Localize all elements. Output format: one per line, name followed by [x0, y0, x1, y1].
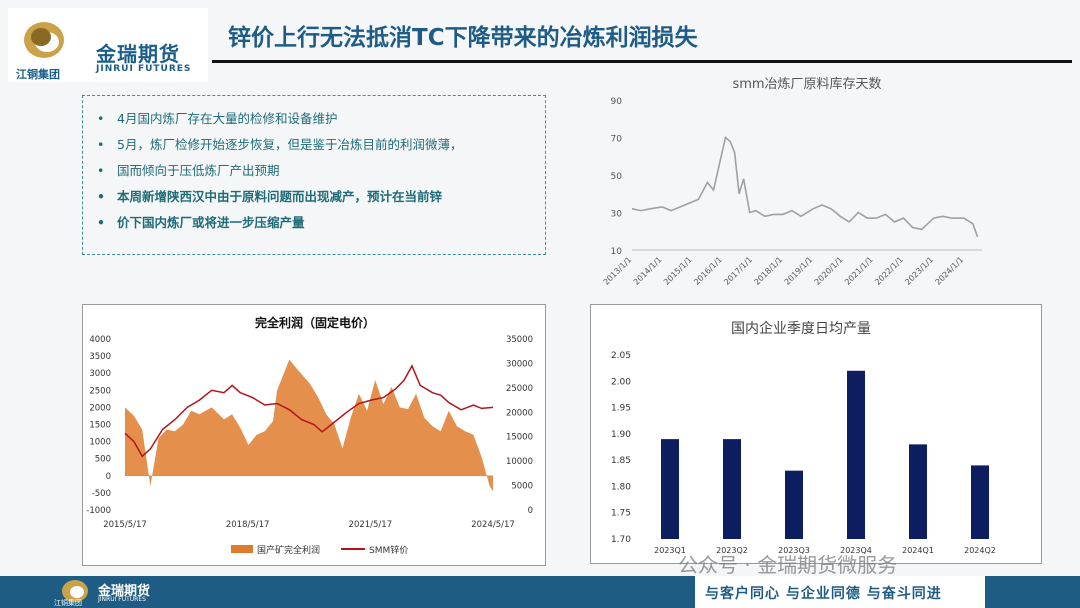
y-right-tick-label: 35000 — [506, 335, 533, 345]
y-tick-label: 2.05 — [611, 351, 631, 361]
bar — [909, 444, 927, 539]
logo-text-cn: 金瑞期货 — [96, 42, 180, 66]
footer-logo-en: JINRUI FUTURES — [98, 596, 146, 603]
y-tick-label: 70 — [611, 135, 623, 145]
x-tick-label: 2021/5/17 — [349, 520, 393, 530]
company-logo: 金瑞期货 JINRUI FUTURES 江铜集团 — [8, 8, 208, 82]
inventory-days-line — [631, 136, 979, 238]
x-tick-label: 2023Q3 — [778, 546, 810, 555]
jinrui-emblem-icon — [24, 22, 64, 58]
footer-slogan-text: 与客户同心 与企业同德 与奋斗同进 — [705, 586, 942, 602]
x-tick-label: 2015/1/1 — [662, 255, 694, 287]
logo-group-text: 江铜集团 — [16, 68, 60, 81]
x-tick-label: 2018/5/17 — [226, 520, 270, 530]
y-tick-label: 1.90 — [611, 430, 631, 440]
x-tick-label: 2013/1/1 — [602, 255, 634, 287]
x-tick-label: 2024Q1 — [902, 546, 934, 555]
y-left-tick-label: 0 — [106, 472, 111, 482]
chart-title: smm冶炼厂原料库存天数 — [732, 76, 881, 92]
y-left-tick-label: 4000 — [89, 335, 111, 345]
bullet-item-continuation: 价下国内炼厂或将进一步压缩产量 — [97, 210, 535, 236]
bullet-box: 4月国内炼厂存在大量的检修和设备维护 5月，炼厂检修开始逐步恢复，但是鉴于冶炼目… — [82, 95, 546, 255]
profit-chart-panel: 完全利润（固定电价） 4000 3500 3000 2500 2000 1500 1000 50… — [82, 304, 546, 566]
x-tick-label: 2023/1/1 — [903, 255, 935, 287]
legend-label-price: SMM锌价 — [369, 544, 408, 556]
jinrui-emblem-icon — [62, 580, 88, 602]
y-right-tick-label: 30000 — [506, 359, 533, 369]
x-tick-label: 2024Q2 — [964, 546, 996, 555]
y-right-tick-label: 5000 — [511, 482, 533, 492]
bar — [971, 465, 989, 539]
y-tick-label: 1.80 — [611, 482, 631, 492]
x-tick-label: 2020/1/1 — [813, 255, 845, 287]
x-tick-label: 2023Q4 — [840, 546, 872, 555]
bullet-item: 4月国内炼厂存在大量的检修和设备维护 — [97, 106, 535, 132]
legend-swatch-profit — [231, 545, 253, 553]
bar — [785, 470, 803, 539]
y-left-tick-label: 3500 — [89, 352, 111, 362]
x-tick-label: 2023Q1 — [654, 546, 686, 555]
y-left-tick-label: 2500 — [89, 386, 111, 396]
x-tick-label: 2017/1/1 — [722, 255, 754, 287]
x-tick-label: 2023Q2 — [716, 546, 748, 555]
y-tick-label: 50 — [611, 172, 623, 182]
bar — [723, 439, 741, 539]
y-left-tick-label: 2000 — [89, 403, 111, 413]
output-bar-chart: 国内企业季度日均产量 2.05 2.00 1.95 1.90 1.85 1.80 1.75 1.… — [611, 320, 996, 555]
y-right-tick-label: 10000 — [506, 457, 533, 467]
logo-text-en: JINRUI FUTURES — [96, 64, 192, 74]
y-left-tick-label: -1000 — [86, 506, 111, 516]
wechat-watermark: 公众号 · 金瑞期货微服务 — [678, 553, 898, 577]
y-right-tick-label: 0 — [528, 506, 533, 516]
x-tick-label: 2015/5/17 — [103, 520, 147, 530]
page-title: 锌价上行无法抵消TC下降带来的冶炼利润损失 — [228, 25, 698, 51]
y-right-tick-label: 25000 — [506, 384, 533, 394]
x-tick-label: 2024/5/17 — [471, 520, 515, 530]
y-tick-label: 1.85 — [611, 456, 631, 466]
chart-title: 完全利润（固定电价） — [255, 315, 375, 330]
x-tick-label: 2016/1/1 — [692, 255, 724, 287]
bullet-item: 5月，炼厂检修开始逐步恢复，但是鉴于冶炼目前的利润微薄， — [97, 132, 535, 158]
y-tick-label: 1.95 — [611, 404, 631, 414]
y-tick-label: 1.75 — [611, 509, 631, 519]
bullet-item-continuation: 国而倾向于压低炼厂产出预期 — [97, 158, 535, 184]
y-tick-label: 1.70 — [611, 535, 631, 545]
output-chart-panel: 国内企业季度日均产量 2.05 2.00 1.95 1.90 1.85 1.80 1.75 1.… — [590, 304, 1042, 564]
bullet-item: 本周新增陕西汉中由于原料问题而出现减产，预计在当前锌 — [97, 184, 535, 210]
footer-logo-group: 江铜集团 — [54, 599, 82, 607]
footer-slogan: 与客户同心 与企业同德 与奋斗同进 — [695, 576, 985, 608]
legend-label-profit: 国产矿完全利润 — [257, 544, 320, 556]
bar — [661, 439, 679, 539]
x-tick-label: 2021/1/1 — [843, 255, 875, 287]
footer-logo: 金瑞期货 JINRUI FUTURES 江铜集团 — [40, 578, 190, 608]
profit-area-series — [125, 359, 493, 492]
y-tick-label: 2.00 — [611, 377, 631, 387]
y-left-tick-label: 3000 — [89, 369, 111, 379]
bar — [847, 370, 865, 539]
x-tick-label: 2018/1/1 — [753, 255, 785, 287]
y-left-tick-label: 1500 — [89, 421, 111, 431]
y-tick-label: 30 — [611, 210, 623, 220]
y-left-tick-label: 1000 — [89, 438, 111, 448]
y-tick-label: 90 — [611, 97, 623, 107]
x-tick-label: 2014/1/1 — [632, 255, 664, 287]
footer-logo-cn: 金瑞期货 — [98, 584, 151, 599]
y-tick-label: 10 — [611, 247, 623, 257]
chart-title: 国内企业季度日均产量 — [731, 320, 871, 337]
y-left-tick-label: 500 — [95, 455, 111, 465]
profit-chart: 完全利润（固定电价） 4000 3500 3000 2500 2000 1500 1000 50… — [86, 315, 533, 556]
y-right-tick-label: 15000 — [506, 433, 533, 443]
x-tick-label: 2019/1/1 — [783, 255, 815, 287]
x-tick-label: 2024/1/1 — [934, 255, 966, 287]
x-tick-label: 2022/1/1 — [873, 255, 905, 287]
y-left-tick-label: -500 — [92, 489, 111, 499]
title-divider — [212, 60, 1072, 63]
zinc-price-line — [124, 364, 494, 458]
inventory-days-chart: smm冶炼厂原料库存天数90705030102013/1/12014/1/120… — [602, 76, 982, 287]
y-right-tick-label: 20000 — [506, 408, 533, 418]
